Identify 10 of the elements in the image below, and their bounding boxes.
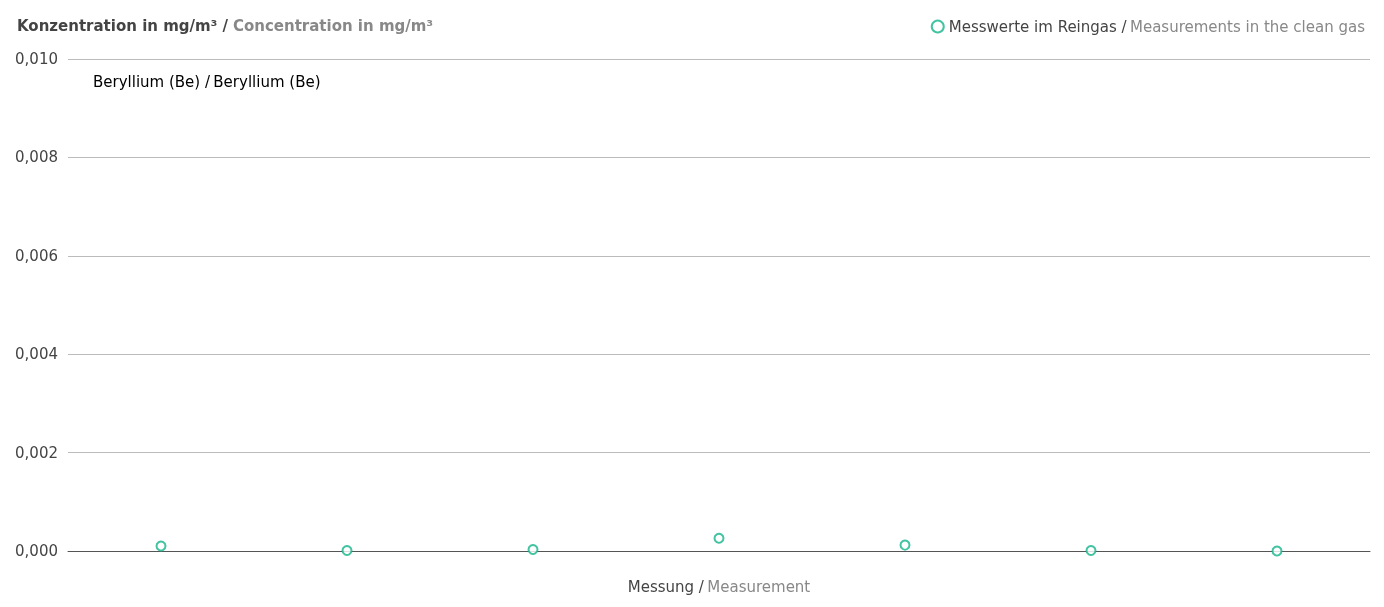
text: Beryllium (Be) / Beryllium (Be) xyxy=(93,72,321,91)
legend-label: Messwerte im Reingas / Measurements in the clean gas xyxy=(948,17,1366,36)
y-tick-label: 0,008 xyxy=(15,148,58,167)
y-tick-label: 0,010 xyxy=(15,50,58,68)
y-tick-label: 0,002 xyxy=(15,443,58,462)
y-tick-label: 0,006 xyxy=(15,246,58,265)
x-axis-title: Messung / Measurement xyxy=(627,577,811,596)
y-tick-label: 0,004 xyxy=(15,345,58,364)
chart-title: Konzentration in mg/m³ / Concentration in mg/m³ xyxy=(17,17,433,35)
y-tick-label: 0,000 xyxy=(15,542,58,560)
